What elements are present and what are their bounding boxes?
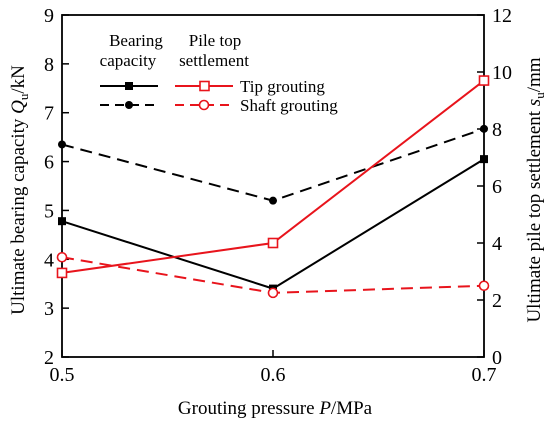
y-left-tick-label: 7 xyxy=(44,103,54,125)
y-axis-right-label-unit: /mm xyxy=(524,57,545,92)
series-settlement-tip-point xyxy=(478,75,490,86)
legend-col1-header-line2: capacity xyxy=(100,51,157,70)
legend-settlement-tip-marker xyxy=(199,80,210,92)
y-axis-right-label: Ultimate pile top settlement su/mm xyxy=(524,57,547,322)
y-axis-left-label-sub: u xyxy=(16,93,31,100)
x-tick-label: 0.6 xyxy=(261,364,286,386)
x-axis-label-unit: /MPa xyxy=(331,398,373,419)
x-axis-label-prefix: Grouting pressure xyxy=(178,398,319,419)
y-axis-right-label-sub: u xyxy=(532,92,547,99)
y-right-tick-label: 6 xyxy=(492,176,502,198)
x-axis-label: Grouting pressure P/MPa xyxy=(178,398,373,419)
legend-col2-header-line1: Pile top xyxy=(189,31,241,50)
y-left-tick-label: 9 xyxy=(44,5,54,27)
legend-settlement-shaft-marker xyxy=(198,99,210,111)
series-bearing-tip-point xyxy=(480,155,488,164)
series-bearing-tip-line xyxy=(61,158,485,290)
legend-row-tip-label: Tip grouting xyxy=(240,77,325,96)
series-settlement-shaft-point xyxy=(478,280,490,292)
x-axis-label-var: P xyxy=(318,398,331,419)
legend-row-shaft-label: Shaft grouting xyxy=(240,96,338,115)
y-left-tick-label: 3 xyxy=(44,298,54,320)
legend-col1-header-line1: Bearing xyxy=(109,31,163,50)
x-tick-label: 0.5 xyxy=(50,364,75,386)
y-left-tick-label: 5 xyxy=(44,200,54,222)
series-settlement-tip-point xyxy=(56,267,68,279)
y-right-tick-label: 8 xyxy=(492,119,502,141)
plot-layer: 2 3 4 5 6 7 8 9 0 2 4 6 8 10 12 0.5 0.6 0.7 xyxy=(44,5,512,386)
series-settlement-tip-point xyxy=(267,237,279,249)
y-axis-right-label-var: s xyxy=(524,99,545,106)
series-bearing-shaft-line xyxy=(61,127,485,202)
series-bearing-shaft-point xyxy=(480,124,488,133)
series-settlement-shaft-point xyxy=(267,287,279,299)
legend-bearing-tip-marker xyxy=(125,82,133,90)
y-right-tick-label: 2 xyxy=(492,290,502,312)
y-left-tick-label: 4 xyxy=(44,249,54,271)
y-axis-left-label-unit: /kN xyxy=(8,65,29,94)
y-left-tick-label: 6 xyxy=(44,152,54,174)
series-bearing-shaft-point xyxy=(58,140,66,149)
y-right-tick-label: 12 xyxy=(492,5,512,27)
series-bearing-tip-point xyxy=(58,217,66,226)
legend-col2-header-line2: settlement xyxy=(179,51,249,70)
series-settlement-shaft-point xyxy=(56,251,68,263)
legend-bearing-shaft-marker xyxy=(125,101,133,109)
y-right-tick-label: 10 xyxy=(492,62,512,84)
y-axis-right-label-prefix: Ultimate pile top settlement xyxy=(524,106,545,322)
y-right-tick-label: 4 xyxy=(492,233,502,255)
y-axis-left-label-var: Q xyxy=(8,100,29,114)
x-tick-label: 0.7 xyxy=(472,364,497,386)
y-left-tick-label: 8 xyxy=(44,54,54,76)
y-axis-left-label-prefix: Ultimate bearing capacity xyxy=(8,114,29,315)
y-axis-left-label: Ultimate bearing capacity Qu/kN xyxy=(8,65,31,315)
y-left-tick-label: 2 xyxy=(44,347,54,369)
legend: Bearing capacity Pile top settlement Tip… xyxy=(100,31,339,115)
y-right-tick-label: 0 xyxy=(492,347,502,369)
series-bearing-shaft-point xyxy=(269,196,277,205)
